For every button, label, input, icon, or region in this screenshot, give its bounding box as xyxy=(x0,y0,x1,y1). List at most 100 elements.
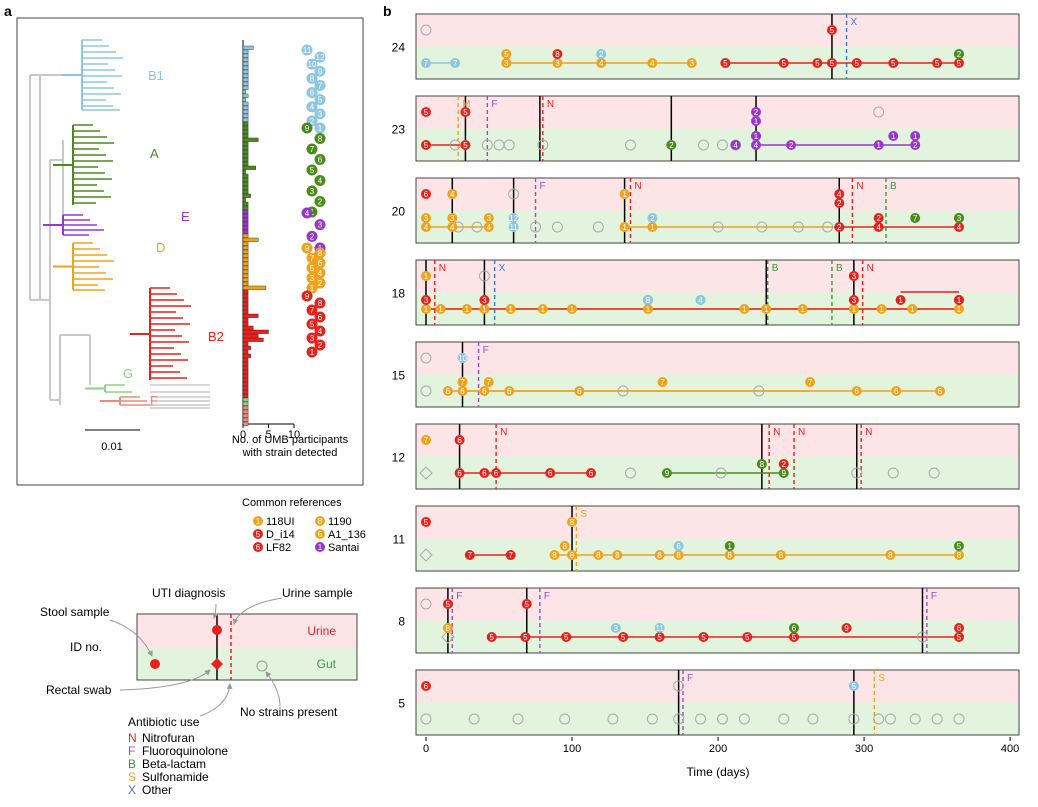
participant-dot xyxy=(306,282,318,294)
gut-strain-number: 5 xyxy=(489,633,494,642)
histogram-bar xyxy=(242,241,249,246)
gut-strain-extra xyxy=(910,213,921,223)
histogram-bar xyxy=(242,373,249,378)
gut-strain-extra-number: 4 xyxy=(698,296,703,305)
participant-label: 11 xyxy=(301,44,313,56)
participant-label: 6 xyxy=(314,311,326,323)
gut-strain xyxy=(421,222,431,232)
gut-strain-number: 1 xyxy=(622,223,627,232)
gut-strain-number: 4 xyxy=(599,59,604,68)
participant-dot xyxy=(306,58,318,70)
gut-strain-extra-number: 6 xyxy=(676,542,681,551)
participant-label: 7 xyxy=(306,252,318,264)
gut-strain-number: 7 xyxy=(508,551,513,560)
gut-strain-extra-number: 3 xyxy=(957,214,962,223)
gut-strain-number: 6 xyxy=(494,469,499,478)
gut-strain-number: 4 xyxy=(487,223,492,232)
empty-sample xyxy=(928,467,940,479)
gut-strain xyxy=(464,550,475,560)
gut-strain-extra-number: 1 xyxy=(728,542,733,551)
participant-dot xyxy=(314,257,326,269)
gut-strain-number: 3 xyxy=(504,59,509,68)
gut-strain xyxy=(486,632,497,642)
participant-label: 12 xyxy=(314,51,326,63)
empty-sample xyxy=(624,139,636,151)
empty-sample xyxy=(716,139,728,151)
histogram-bar xyxy=(242,421,249,426)
histogram-bar xyxy=(242,213,249,218)
gut-strain-number: 4 xyxy=(450,223,455,232)
gut-strain-number: 1 xyxy=(424,305,429,314)
urine-strain-number: 3 xyxy=(852,272,857,281)
antibiotic-code: S xyxy=(580,509,587,520)
gut-strain-extra-number: 2 xyxy=(650,214,655,223)
urine-strain xyxy=(454,435,465,445)
participant-dot xyxy=(314,219,326,231)
urine-strain xyxy=(420,598,432,610)
histogram-bar xyxy=(242,273,249,278)
histogram-bar xyxy=(242,377,249,382)
gut-strain xyxy=(826,58,837,68)
empty-sample xyxy=(646,713,658,725)
histogram-bar xyxy=(242,309,249,314)
urine-band xyxy=(416,260,1019,293)
timeline-panels: 24X57733443555555555823223MFN55215524421… xyxy=(392,13,1020,736)
histogram-bar xyxy=(242,81,249,86)
gut-strain-number: 8 xyxy=(596,551,601,560)
gut-strain-extra xyxy=(953,295,964,305)
gut-strain xyxy=(812,58,823,68)
participant-dot xyxy=(314,297,326,309)
histogram-bar xyxy=(242,345,251,350)
antibiotic-code: F xyxy=(491,99,497,110)
antibiotic-code: N xyxy=(439,263,446,274)
empty-sample xyxy=(695,713,707,725)
gut-strain-number: 5 xyxy=(957,59,962,68)
participant-number: 4 xyxy=(318,269,323,278)
empty-sample xyxy=(756,221,768,233)
urine-strain xyxy=(834,189,845,199)
antibiotic-code: N xyxy=(856,181,863,192)
gut-strain xyxy=(596,58,607,68)
histogram-bar xyxy=(242,61,249,66)
participant-id-labels: 1112109876543219876543214321987654321987… xyxy=(301,44,326,358)
gut-strain-extra-number: 11 xyxy=(655,624,664,633)
gut-strain-extra xyxy=(724,541,735,551)
references-title: Common references xyxy=(242,497,342,509)
gut-strain-number: 8 xyxy=(552,551,557,560)
urine-strain xyxy=(421,189,431,199)
key-urine-label: Urine xyxy=(307,624,336,638)
histogram-bar xyxy=(242,361,249,366)
gut-strain-number: 4 xyxy=(650,59,655,68)
clade-label-a: A xyxy=(150,146,159,161)
gut-strain-extra xyxy=(910,131,921,141)
participant-number: 8 xyxy=(310,74,315,83)
gut-strain-extra-number: 7 xyxy=(460,378,465,387)
empty-sample xyxy=(449,139,461,151)
gut-strain-extra xyxy=(848,295,859,305)
histogram-bar xyxy=(242,385,249,390)
antibiotic-name-sulfonamide: Sulfonamide xyxy=(142,770,209,784)
gut-strain-extra xyxy=(483,213,494,223)
gut-strain-number: 6 xyxy=(938,387,943,396)
empty-sample xyxy=(807,713,819,725)
gut-strain-number: 4 xyxy=(957,223,962,232)
antibiotic-code-fluoroquinolone: F xyxy=(128,744,135,758)
participant-label: 3 xyxy=(306,332,318,344)
participant-label: 1 xyxy=(314,122,326,134)
participant-number: 2 xyxy=(318,198,323,207)
key-urine-sample-label: Urine sample xyxy=(282,586,353,600)
antibiotic-code: X xyxy=(851,17,858,28)
urine-strain xyxy=(421,435,431,445)
gut-strain xyxy=(479,468,490,478)
gut-strain-number: 6 xyxy=(548,469,553,478)
histogram-bar xyxy=(242,369,249,374)
reference-name: A1_136 xyxy=(328,529,366,541)
gut-strain-number: 8 xyxy=(888,551,893,560)
urine-strain-number: 1 xyxy=(424,272,429,281)
gut-strain-number: 6 xyxy=(589,469,594,478)
histogram-bar xyxy=(242,265,249,270)
participant-panel-20: 20FNNB6414244411112443331222273 xyxy=(392,177,1020,244)
gut-strain-number: 1 xyxy=(852,305,857,314)
key-no-strains-label: No strains present xyxy=(240,705,338,719)
gut-strain-number: 3 xyxy=(555,59,560,68)
